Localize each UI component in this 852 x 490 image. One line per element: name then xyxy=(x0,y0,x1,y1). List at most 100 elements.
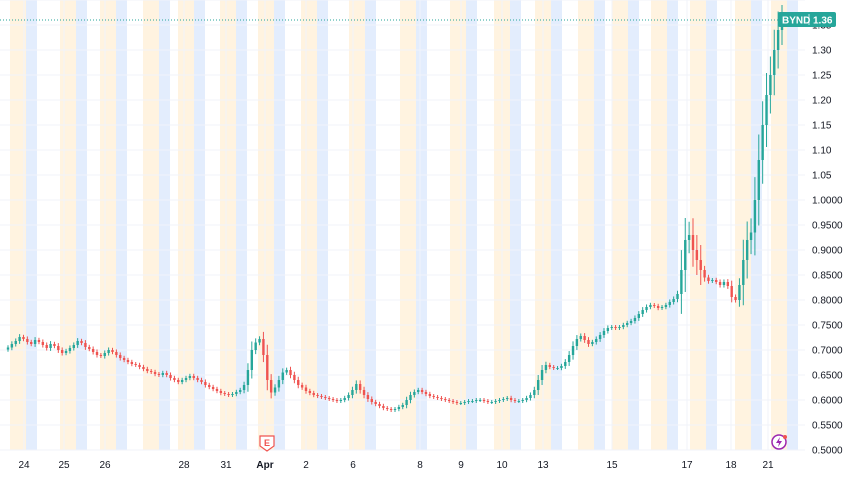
candle-body[interactable] xyxy=(211,387,215,389)
candle-body[interactable] xyxy=(351,390,354,395)
candle-body[interactable] xyxy=(664,305,668,307)
candle-body[interactable] xyxy=(571,346,575,355)
candles[interactable] xyxy=(6,5,784,412)
candle-body[interactable] xyxy=(618,327,621,328)
candle-body[interactable] xyxy=(146,369,149,371)
candle-body[interactable] xyxy=(277,380,281,388)
candle-body[interactable] xyxy=(115,352,118,355)
candle-body[interactable] xyxy=(300,385,304,388)
candle-body[interactable] xyxy=(626,323,629,325)
candle-body[interactable] xyxy=(413,392,416,395)
candle-body[interactable] xyxy=(478,400,482,401)
candle-body[interactable] xyxy=(126,360,130,362)
candle-body[interactable] xyxy=(362,390,366,395)
candle-body[interactable] xyxy=(711,280,714,281)
candle-body[interactable] xyxy=(525,398,528,400)
candle-body[interactable] xyxy=(72,345,75,348)
candle-body[interactable] xyxy=(726,282,730,286)
candle-body[interactable] xyxy=(567,355,571,362)
candle-body[interactable] xyxy=(161,373,164,375)
candle-body[interactable] xyxy=(37,340,41,342)
candle-body[interactable] xyxy=(734,297,737,300)
candle-body[interactable] xyxy=(386,408,389,409)
candle-body[interactable] xyxy=(703,270,706,278)
candle-body[interactable] xyxy=(502,399,505,400)
candle-body[interactable] xyxy=(773,50,776,75)
candle-body[interactable] xyxy=(84,343,87,347)
candle-body[interactable] xyxy=(637,314,641,318)
candle-body[interactable] xyxy=(749,232,753,241)
earnings-marker[interactable]: E xyxy=(259,435,275,452)
candle-body[interactable] xyxy=(444,399,447,400)
candle-body[interactable] xyxy=(60,350,64,353)
candle-body[interactable] xyxy=(467,401,470,402)
candle-body[interactable] xyxy=(428,394,432,396)
candle-body[interactable] xyxy=(304,387,308,392)
candle-body[interactable] xyxy=(246,370,250,385)
candle-body[interactable] xyxy=(513,400,517,401)
candle-body[interactable] xyxy=(707,277,710,282)
candle-body[interactable] xyxy=(80,341,83,343)
candle-body[interactable] xyxy=(405,400,408,405)
candle-body[interactable] xyxy=(486,401,490,402)
candle-body[interactable] xyxy=(397,407,401,409)
candle-body[interactable] xyxy=(320,396,323,397)
candle-body[interactable] xyxy=(738,285,741,300)
candle-body[interactable] xyxy=(297,380,300,385)
candle-body[interactable] xyxy=(424,392,428,394)
candle-body[interactable] xyxy=(389,409,393,410)
candle-body[interactable] xyxy=(347,395,350,398)
candle-body[interactable] xyxy=(653,305,656,306)
candle-body[interactable] xyxy=(517,401,521,402)
candle-body[interactable] xyxy=(200,380,203,382)
candle-body[interactable] xyxy=(722,282,726,285)
candle-body[interactable] xyxy=(316,395,319,396)
candle-body[interactable] xyxy=(552,367,555,368)
candle-body[interactable] xyxy=(629,321,633,323)
candle-body[interactable] xyxy=(475,400,478,401)
candle-body[interactable] xyxy=(188,376,192,378)
candle-body[interactable] xyxy=(509,398,513,400)
candle-body[interactable] xyxy=(660,307,664,308)
candle-body[interactable] xyxy=(103,353,106,356)
candle-body[interactable] xyxy=(656,306,660,308)
candle-body[interactable] xyxy=(111,350,114,352)
candle-body[interactable] xyxy=(192,376,195,378)
candle-body[interactable] xyxy=(564,362,567,366)
candle-body[interactable] xyxy=(447,400,451,401)
candle-body[interactable] xyxy=(544,365,548,370)
candle-body[interactable] xyxy=(378,404,381,406)
candle-body[interactable] xyxy=(540,370,544,380)
candle-body[interactable] xyxy=(471,401,474,402)
candle-body[interactable] xyxy=(6,347,10,350)
candle-body[interactable] xyxy=(645,307,648,310)
event-markers[interactable]: E xyxy=(259,434,787,452)
candle-body[interactable] xyxy=(335,400,339,401)
candle-body[interactable] xyxy=(382,406,385,408)
candle-body[interactable] xyxy=(506,398,509,399)
candle-body[interactable] xyxy=(293,375,296,380)
candle-body[interactable] xyxy=(10,344,14,348)
candle-body[interactable] xyxy=(440,398,443,399)
candle-body[interactable] xyxy=(328,398,331,399)
candle-body[interactable] xyxy=(258,339,261,343)
candle-body[interactable] xyxy=(560,366,563,368)
candle-body[interactable] xyxy=(745,240,749,260)
candle-body[interactable] xyxy=(157,374,161,375)
candle-body[interactable] xyxy=(610,327,613,328)
candle-body[interactable] xyxy=(18,337,21,341)
candle-body[interactable] xyxy=(262,339,265,355)
candle-body[interactable] xyxy=(165,373,168,375)
candle-body[interactable] xyxy=(204,382,207,385)
candle-body[interactable] xyxy=(742,260,745,285)
candle-body[interactable] xyxy=(91,349,95,352)
candle-body[interactable] xyxy=(196,378,199,380)
candle-body[interactable] xyxy=(219,391,223,393)
candle-body[interactable] xyxy=(53,344,56,346)
candle-body[interactable] xyxy=(76,341,79,345)
candle-body[interactable] xyxy=(583,336,586,340)
candle-body[interactable] xyxy=(88,347,91,349)
price-axis[interactable]: 0.5000 0.5500 0.6000 0.6500 0.7000 0.7500 0.80… xyxy=(812,21,843,457)
